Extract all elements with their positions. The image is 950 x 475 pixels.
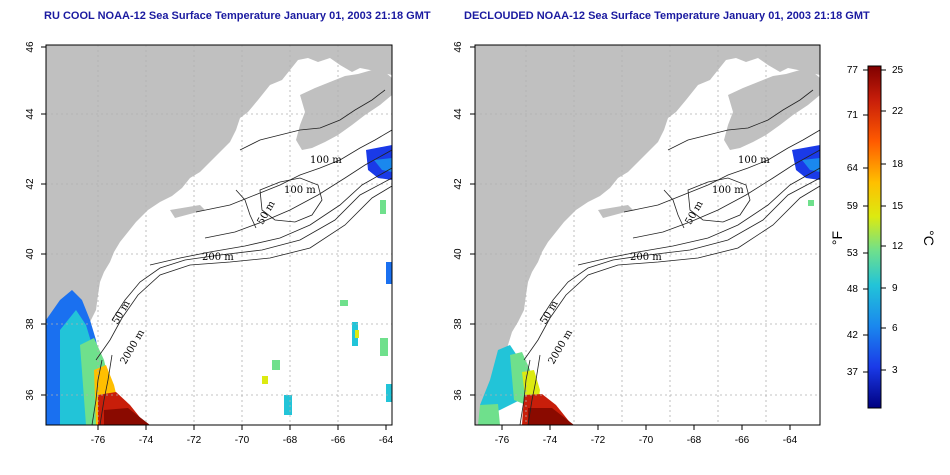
left-lat-tick-labels: 36 38 40 42 44 46 xyxy=(25,41,36,401)
left-lat-tick: 36 xyxy=(25,389,36,401)
right-lat-tick: 42 xyxy=(453,178,464,190)
right-lat-tick: 44 xyxy=(453,108,464,120)
colorbar-gradient xyxy=(867,65,882,409)
colorbar-f-tick: 37 xyxy=(847,367,859,378)
right-contour-label-4: 200 m xyxy=(630,252,662,263)
left-map: 100 m 100 m 50 m 200 m 50 m 2000 m xyxy=(46,45,392,425)
colorbar-c-tick: 3 xyxy=(892,365,898,376)
left-axes xyxy=(41,46,387,430)
right-axes xyxy=(470,46,791,430)
left-land xyxy=(46,45,392,425)
left-lat-tick: 46 xyxy=(25,41,36,53)
right-lon-tick: -74 xyxy=(543,435,558,446)
left-lon-tick-labels: -76 -74 -72 -70 -68 -66 -64 xyxy=(91,435,394,446)
right-lat-tick: 46 xyxy=(453,41,464,53)
right-lon-tick: -64 xyxy=(783,435,798,446)
right-long-island xyxy=(598,205,633,218)
colorbar-c-tick: 6 xyxy=(892,323,898,334)
left-map-frame xyxy=(45,44,393,426)
right-lon-tick-labels: -76 -74 -72 -70 -68 -66 -64 xyxy=(495,435,798,446)
right-map-frame xyxy=(474,44,821,426)
left-sst-pixels xyxy=(46,145,392,425)
right-lat-tick: 36 xyxy=(453,389,464,401)
left-contour-label-2: 100 m xyxy=(284,185,316,196)
left-lon-tick: -66 xyxy=(331,435,346,446)
right-contour-label-2: 100 m xyxy=(712,185,744,196)
colorbar-f-tick: 71 xyxy=(847,110,859,121)
right-map: 100 m 100 m 50 m 200 m 50 m 2000 m xyxy=(475,45,820,425)
colorbar-fahrenheit-unit: °F xyxy=(829,231,845,245)
left-lat-tick: 38 xyxy=(25,318,36,330)
right-lon-tick: -76 xyxy=(495,435,510,446)
left-contour-label-4: 200 m xyxy=(202,252,234,263)
left-lon-tick: -68 xyxy=(283,435,298,446)
left-lon-tick: -74 xyxy=(139,435,154,446)
colorbar-f-tick: 77 xyxy=(847,65,859,76)
colorbar-c-tick: 9 xyxy=(892,283,898,294)
colorbar-f-tick: 59 xyxy=(847,201,859,212)
colorbar-f-tick: 48 xyxy=(847,284,859,295)
right-lat-tick: 38 xyxy=(453,318,464,330)
left-grid xyxy=(46,45,392,425)
right-lon-tick: -66 xyxy=(735,435,750,446)
right-sst-pixels xyxy=(478,145,820,425)
left-contour-label-1: 100 m xyxy=(310,155,342,166)
left-contours xyxy=(91,89,392,425)
colorbar-celsius-unit: °C xyxy=(921,230,937,246)
colorbar-f-tick: 64 xyxy=(847,163,859,174)
colorbar-ticks xyxy=(863,69,886,373)
left-lat-tick: 44 xyxy=(25,108,36,120)
colorbar-c-tick: 22 xyxy=(892,106,904,117)
left-nova-scotia xyxy=(296,70,392,150)
right-lon-tick: -70 xyxy=(639,435,654,446)
left-lat-tick: 42 xyxy=(25,178,36,190)
colorbar-c-tick: 18 xyxy=(892,159,904,170)
right-lon-tick: -68 xyxy=(687,435,702,446)
colorbar-f-tick: 42 xyxy=(847,330,859,341)
colorbar: 77 71 64 59 53 48 42 37 25 22 18 15 12 9… xyxy=(829,65,937,409)
colorbar-c-tick: 12 xyxy=(892,241,904,252)
right-lon-tick: -72 xyxy=(591,435,606,446)
right-lat-tick-labels: 36 38 40 42 44 46 xyxy=(453,41,464,401)
right-contours xyxy=(519,89,820,425)
colorbar-c-tick: 15 xyxy=(892,201,904,212)
left-panel-title: RU COOL NOAA-12 Sea Surface Temperature … xyxy=(44,10,431,22)
left-lon-tick: -70 xyxy=(235,435,250,446)
right-nova-scotia xyxy=(724,70,820,150)
colorbar-f-tick: 53 xyxy=(847,248,859,259)
right-newfoundland xyxy=(758,45,820,66)
right-grid xyxy=(475,45,820,425)
left-lon-tick: -76 xyxy=(91,435,106,446)
left-long-island xyxy=(170,205,205,218)
right-land xyxy=(475,45,820,425)
colorbar-c-tick: 25 xyxy=(892,65,904,76)
left-lat-tick: 40 xyxy=(25,248,36,260)
right-contour-label-1: 100 m xyxy=(738,155,770,166)
left-lon-tick: -72 xyxy=(187,435,202,446)
left-newfoundland xyxy=(330,45,392,66)
right-panel-title: DECLOUDED NOAA-12 Sea Surface Temperatur… xyxy=(464,10,870,22)
left-lon-tick: -64 xyxy=(379,435,394,446)
right-lat-tick: 40 xyxy=(453,248,464,260)
